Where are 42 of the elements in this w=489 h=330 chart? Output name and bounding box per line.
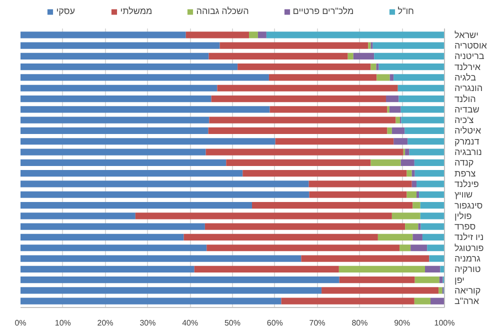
y-tick-label: קוריאה — [454, 285, 481, 296]
legend-label: מלכ"רים פרטיים — [292, 6, 354, 16]
y-tick-label: פינלנד — [454, 178, 479, 189]
y-tick-label: פורטוגל — [454, 242, 484, 253]
x-tick-label: 50% — [224, 318, 241, 328]
y-tick-label: איטליה — [454, 126, 482, 136]
legend-label: השכלה גבוהה — [196, 6, 249, 16]
y-tick-label: טורקיה — [454, 264, 481, 274]
y-tick-label: צרפת — [454, 168, 476, 178]
y-tick-label: ארה"ב — [454, 296, 480, 306]
x-tick-label: 80% — [352, 318, 368, 328]
y-tick-label: נורבגיה — [454, 147, 482, 158]
y-tick-label: ישראל — [454, 30, 478, 40]
x-tick-label: 40% — [182, 318, 198, 328]
x-tick-label: 70% — [309, 318, 326, 328]
y-tick-label: שבדיה — [454, 104, 480, 114]
x-tick-label: 60% — [266, 318, 283, 328]
y-tick-label: אירלנד — [454, 62, 481, 72]
y-tick-label: אוסטריה — [454, 40, 488, 51]
y-tick-label: פולין — [454, 210, 472, 221]
y-tick-label: סינגפור — [454, 200, 483, 210]
y-tick-label: דנמרק — [454, 136, 480, 146]
y-tick-label: ספרד — [454, 222, 476, 232]
x-tick-label: 20% — [97, 318, 114, 328]
legend-label: חו"ל — [398, 6, 415, 16]
y-tick-label: יפן — [454, 274, 464, 285]
y-tick-label: הונגריה — [454, 83, 483, 94]
y-tick-label: קנדה — [454, 158, 474, 168]
x-tick-label: 30% — [140, 318, 156, 328]
y-tick-label: גרמניה — [454, 254, 481, 264]
y-tick-label: ניו זילנד — [454, 232, 484, 242]
x-tick-label: 100% — [434, 318, 455, 328]
y-tick-label: שוויץ — [454, 190, 474, 200]
y-tick-label: צ'כיה — [454, 115, 474, 126]
legend-label: ממשלתי — [120, 6, 152, 16]
y-tick-label: בלגיה — [454, 72, 477, 82]
legend-label: עסקי — [56, 6, 76, 16]
y-tick-label: בריטניה — [454, 51, 485, 62]
x-tick-label: 10% — [54, 318, 71, 328]
x-tick-label: 0% — [14, 318, 26, 328]
y-tick-label: הולנד — [454, 94, 476, 104]
x-tick-label: 90% — [394, 318, 410, 328]
